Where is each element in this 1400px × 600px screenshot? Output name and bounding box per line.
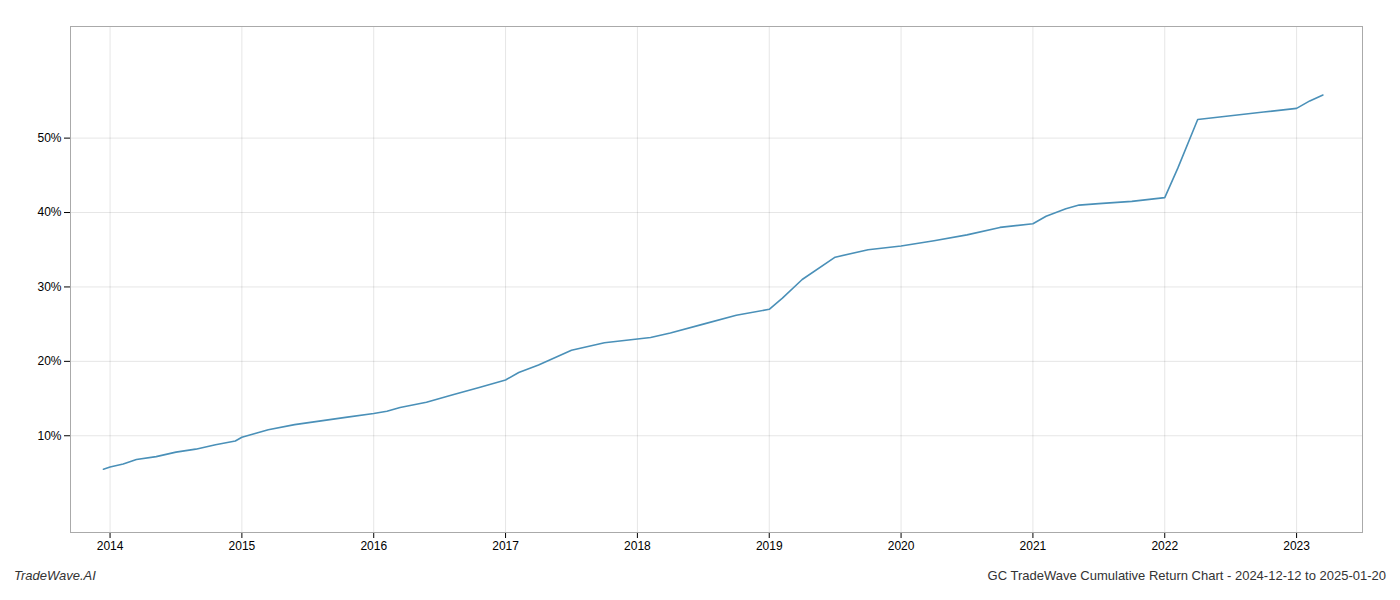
svg-text:40%: 40% bbox=[37, 205, 61, 219]
svg-text:10%: 10% bbox=[37, 429, 61, 443]
html-text:GC TradeWave Cumulative Return: GC TradeWave Cumulative Return Chart - 2… bbox=[987, 568, 1386, 583]
svg-text:30%: 30% bbox=[37, 280, 61, 294]
svg-text:2015: 2015 bbox=[229, 539, 256, 553]
svg-text:2021: 2021 bbox=[1020, 539, 1047, 553]
svg-text:2017: 2017 bbox=[492, 539, 519, 553]
svg-text:2020: 2020 bbox=[888, 539, 915, 553]
svg-text:2019: 2019 bbox=[756, 539, 783, 553]
svg-text:2023: 2023 bbox=[1283, 539, 1310, 553]
svg-text:2016: 2016 bbox=[360, 539, 387, 553]
svg-text:2018: 2018 bbox=[624, 539, 651, 553]
svg-text:20%: 20% bbox=[37, 354, 61, 368]
svg-text:2014: 2014 bbox=[97, 539, 124, 553]
html-text:TradeWave.AI: TradeWave.AI bbox=[14, 568, 96, 583]
svg-text:50%: 50% bbox=[37, 131, 61, 145]
svg-text:2022: 2022 bbox=[1151, 539, 1178, 553]
